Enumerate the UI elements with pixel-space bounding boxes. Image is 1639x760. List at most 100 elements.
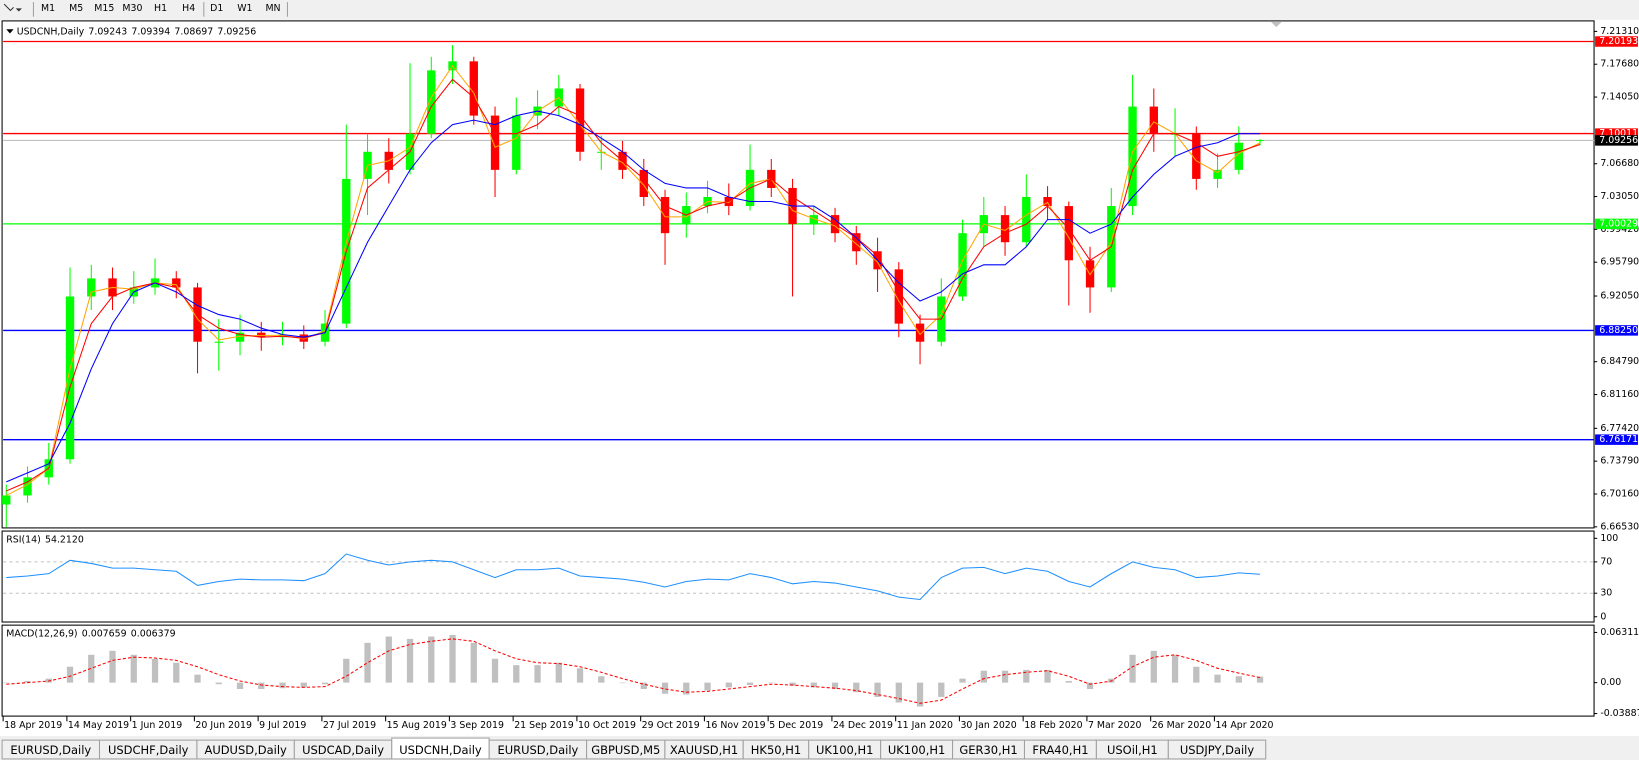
y-tick-label: 0.00 [1600,677,1621,688]
tab-label[interactable]: UK100,H1 [816,743,873,757]
x-tick-label: 21 Sep 2019 [514,720,574,731]
moving-average [6,78,1261,492]
macd-bar [470,642,477,683]
macd-bar [1150,650,1157,683]
y-tick-label: 6.77420 [1600,423,1639,434]
macd-bar [619,682,626,684]
toolbar-icon [3,3,14,12]
y-tick-label: 6.70160 [1600,489,1639,500]
tab-label[interactable]: UK100,H1 [888,743,945,757]
tab-label[interactable]: FRA40,H1 [1032,743,1088,757]
macd-bar [959,678,966,683]
macd-bar [895,682,902,703]
macd-bar [194,674,201,683]
price-level-label: 6.76171 [1599,434,1638,445]
timeframe-button[interactable]: M1 [41,3,55,14]
tab-label[interactable]: EURUSD,Daily [10,743,91,757]
macd-bar [576,668,584,683]
candle-body [427,70,436,134]
macd-bar [555,662,562,683]
macd-bar [938,682,945,697]
tab-label[interactable]: GBPUSD,M5 [591,743,660,757]
macd-bar [300,682,307,688]
timeframe-button[interactable]: M5 [69,3,83,14]
rsi-header: RSI(14) 54.2120 [6,534,84,545]
macd-bar [491,658,499,683]
candle-body [235,332,245,342]
x-tick-label: 14 Apr 2020 [1215,720,1273,731]
tab-label[interactable]: HK50,H1 [751,743,801,757]
tab-label[interactable]: XAUUSD,H1 [670,743,738,757]
candle-body [1043,196,1052,207]
price-level-tag [1595,36,1638,47]
price-level-tag [1595,434,1638,445]
price-level-tag [1595,325,1638,336]
price-level-tag [1595,218,1638,230]
candle-body [958,233,967,297]
indicator-value: 0.007659 [82,628,127,639]
tab-label[interactable]: USDCHF,Daily [108,743,189,757]
macd-bar [789,682,796,686]
timeframe-button[interactable]: MN [265,3,280,14]
macd-bar [406,638,414,683]
y-tick-label: 6.99420 [1600,224,1639,235]
candle-body [660,196,670,234]
drawing-layer: M1 M5 M15 M30 H1 H4 D1 W1 MN 7.21310 7.17680 7.1405… [1,3,1639,760]
timeframe-button[interactable]: W1 [237,3,252,14]
y-tick-label: 6.81160 [1600,389,1639,400]
chart-window [0,19,1639,736]
x-tick-label: 7 Mar 2020 [1088,720,1142,731]
candle-body [490,115,500,170]
timeframe-button[interactable]: D1 [210,3,223,14]
macd-bar [1193,666,1200,683]
macd-bar [88,654,95,683]
tab-label[interactable]: USOil,H1 [1107,743,1158,757]
x-tick-label: 18 Apr 2019 [4,720,62,731]
timeframe-button[interactable]: M15 [94,3,114,14]
tab-label[interactable]: USDCNH,Daily [399,743,482,757]
macd-bar [704,682,711,691]
x-tick-label: 3 Sep 2019 [450,720,504,731]
macd-bar [640,682,647,689]
candle-body [1255,140,1265,142]
indicator-value: 0.006379 [131,628,176,639]
macd-bar [279,682,286,689]
price-level-label: 7.00029 [1599,218,1638,229]
tab-label[interactable]: USDJPY,Daily [1180,743,1255,757]
toolbar [0,0,1639,19]
tab-label[interactable]: EURUSD,Daily [497,743,578,757]
x-tick-label: 1 Jun 2019 [132,720,183,731]
macd-bar [130,654,137,683]
macd-bar [364,642,371,683]
timeframe-button[interactable]: H1 [154,3,167,14]
macd-bar [1086,682,1094,689]
x-tick-label: 5 Dec 2019 [769,720,823,731]
quote-value: 7.09256 [217,26,256,37]
macd-bar [66,666,74,683]
rsi-line [6,553,1261,601]
macd-bar [343,658,350,683]
tab-label[interactable]: AUDUSD,Daily [204,743,287,757]
x-tick-label: 29 Oct 2019 [642,720,700,731]
candle-body [915,323,925,342]
macd-bar [3,682,10,684]
indicator-name: RSI(14) [6,534,41,545]
tab-label[interactable]: USDCAD,Daily [302,743,384,757]
x-tick-label: 14 May 2019 [68,720,129,731]
macd-bar [109,650,116,683]
macd-bar [661,682,669,694]
y-tick-label: -0.038872 [1600,708,1639,719]
candle-body [894,269,903,324]
macd-bar [874,682,881,697]
chart-shift-marker [1271,21,1282,28]
tab-label[interactable]: GER30,H1 [959,743,1017,757]
candle-body [512,115,521,170]
x-tick-label: 26 Mar 2020 [1152,720,1212,731]
tab[interactable] [1167,739,1267,760]
timeframe-button[interactable]: M30 [122,3,142,14]
timeframe-button[interactable]: H4 [182,3,195,14]
x-tick-label: 27 Jul 2019 [323,720,376,731]
candle-body [1064,206,1073,261]
macd-bar [173,662,180,683]
